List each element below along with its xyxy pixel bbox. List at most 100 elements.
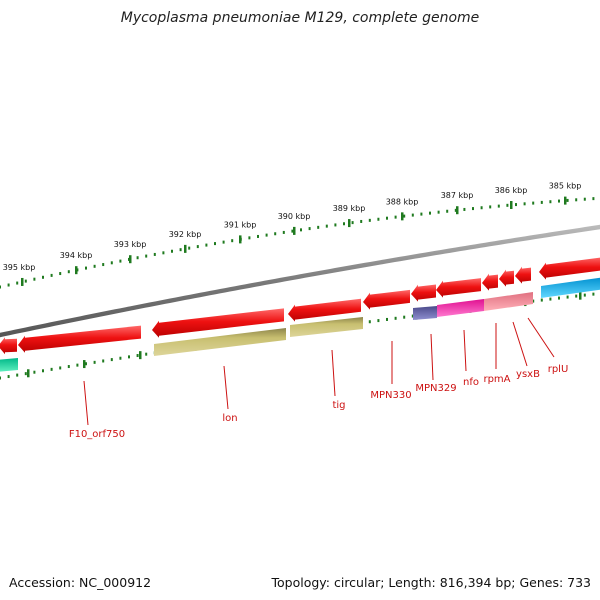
- outer-minor-tick: [437, 210, 440, 214]
- outer-minor-tick: [179, 248, 182, 252]
- outer-major-tick: [184, 244, 187, 253]
- inner-minor-tick: [549, 297, 552, 301]
- outer-minor-tick: [282, 230, 285, 234]
- outer-minor-tick: [59, 272, 62, 276]
- inner-minor-tick: [119, 356, 122, 360]
- gene-arrow-right-edge: [539, 257, 600, 280]
- inner-minor-tick: [0, 376, 1, 380]
- inner-major-tick: [27, 369, 30, 378]
- outer-minor-tick: [472, 207, 474, 211]
- gene-callout-line: [83, 380, 89, 426]
- position-tick-label: 392 kbp: [169, 230, 202, 239]
- gene-callout-line: [331, 349, 336, 397]
- outer-major-tick: [348, 219, 351, 228]
- gene-callout-line: [223, 365, 229, 410]
- inner-minor-tick: [558, 296, 560, 300]
- outer-minor-tick: [523, 202, 526, 206]
- outer-minor-tick: [360, 219, 363, 223]
- outer-minor-tick: [248, 236, 251, 240]
- inner-minor-tick: [76, 363, 79, 367]
- outer-minor-tick: [420, 212, 423, 216]
- outer-minor-tick: [24, 279, 27, 283]
- gene-callout-line: [512, 321, 528, 367]
- gene-label: F10_orf750: [69, 429, 125, 440]
- inner-minor-tick: [85, 362, 87, 366]
- gene-label: ysxB: [516, 369, 540, 380]
- outer-minor-tick: [368, 218, 371, 222]
- inner-minor-tick: [16, 373, 19, 377]
- outer-minor-tick: [463, 207, 466, 211]
- position-tick-label: 390 kbp: [278, 212, 311, 221]
- outer-minor-tick: [394, 215, 397, 219]
- position-tick-label: 391 kbp: [224, 220, 257, 229]
- outer-minor-tick: [110, 261, 113, 265]
- outer-minor-tick: [411, 213, 414, 217]
- inner-minor-tick: [411, 314, 414, 318]
- outer-minor-tick: [497, 204, 500, 208]
- inner-major-tick: [83, 360, 86, 369]
- band-nfo-rpma: [484, 292, 533, 311]
- outer-minor-tick: [50, 273, 53, 277]
- inner-minor-tick: [386, 317, 388, 321]
- outer-major-tick: [510, 201, 513, 210]
- inner-major-tick: [579, 291, 582, 300]
- inner-minor-tick: [128, 355, 130, 359]
- band-tig: [290, 317, 363, 337]
- band-left-edge: [0, 358, 18, 372]
- outer-minor-tick: [257, 234, 259, 238]
- gene-label: MPN330: [370, 390, 411, 401]
- inner-minor-tick: [59, 366, 62, 370]
- band-mpn329: [437, 299, 484, 317]
- outer-minor-tick: [7, 283, 10, 287]
- inner-minor-tick: [575, 294, 578, 298]
- inner-minor-tick: [102, 359, 105, 363]
- band-lon: [154, 328, 286, 356]
- outer-minor-tick: [42, 275, 44, 279]
- outer-minor-tick: [308, 227, 311, 231]
- outer-major-tick: [456, 206, 459, 215]
- position-tick-label: 389 kbp: [333, 204, 366, 213]
- outer-major-tick: [75, 266, 78, 275]
- outer-minor-tick: [145, 254, 148, 258]
- outer-minor-tick: [119, 259, 122, 263]
- gene-arrow-tig: [288, 298, 361, 322]
- gene-arrow-left-edge: [0, 337, 17, 355]
- gene-arrow-mpn330: [363, 289, 410, 310]
- outer-minor-tick: [583, 197, 586, 201]
- outer-minor-tick: [274, 232, 277, 236]
- gene-callout-line: [527, 317, 555, 358]
- outer-minor-tick: [153, 252, 156, 256]
- position-tick-label: 385 kbp: [549, 182, 582, 191]
- inner-minor-tick: [33, 370, 36, 374]
- outer-minor-tick: [93, 264, 96, 268]
- gene-label: tig: [332, 400, 345, 411]
- inner-major-tick: [139, 351, 142, 360]
- gene-arrow-rpma: [482, 273, 498, 291]
- gene-callout-line: [463, 329, 467, 372]
- gene-label: rpmA: [483, 374, 510, 385]
- outer-minor-tick: [532, 201, 535, 205]
- inner-minor-tick: [24, 372, 27, 376]
- inner-minor-tick: [368, 320, 371, 324]
- outer-minor-tick: [136, 256, 139, 260]
- band-mpn330: [413, 306, 437, 320]
- outer-minor-tick: [377, 217, 380, 221]
- outer-minor-tick: [351, 221, 354, 225]
- outer-minor-tick: [85, 266, 87, 270]
- gene-arrow-rplu: [515, 266, 531, 284]
- gene-arrow-ysxb: [499, 269, 514, 287]
- gene-arrow-nfo: [436, 278, 481, 298]
- outer-minor-tick: [162, 251, 165, 255]
- inner-minor-tick: [540, 298, 543, 302]
- outer-minor-tick: [265, 233, 268, 237]
- accession-text: Accession: NC_000912: [9, 575, 152, 590]
- outer-minor-tick: [171, 249, 173, 253]
- inner-minor-tick: [50, 367, 53, 371]
- outer-minor-tick: [566, 198, 569, 202]
- map-title: Mycoplasma pneumoniae M129, complete gen…: [120, 10, 480, 26]
- inner-minor-tick: [7, 375, 10, 379]
- outer-minor-tick: [454, 208, 457, 212]
- outer-minor-tick: [188, 246, 191, 250]
- outer-minor-tick: [325, 224, 328, 228]
